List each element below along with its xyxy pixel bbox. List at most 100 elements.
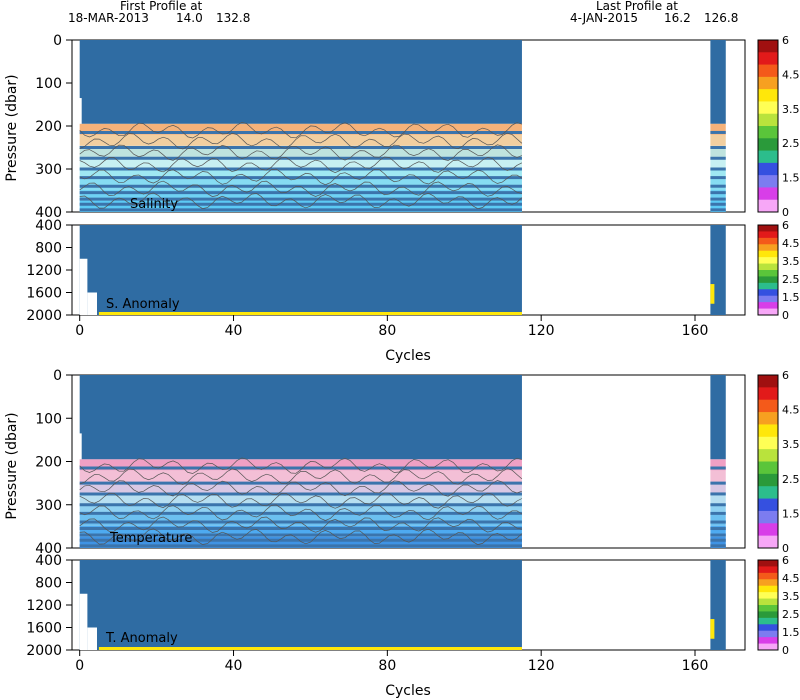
cycles-label-top: Cycles xyxy=(385,348,431,364)
y-tick-label: 0 xyxy=(53,33,62,49)
colorbar-cell-9 xyxy=(758,486,778,500)
contour-5 xyxy=(79,180,522,197)
upper-fill-1 xyxy=(710,40,726,124)
band-0-5 xyxy=(79,178,522,190)
x-tick-label: 160 xyxy=(682,658,709,674)
y-tick-label: 1600 xyxy=(26,621,62,637)
colorbar-cell-0 xyxy=(758,375,778,388)
panels: 010020030040064.53.52.51.504008001200160… xyxy=(26,33,799,674)
colorbar-tick-label: 3.5 xyxy=(782,590,800,603)
y-tick-label: 400 xyxy=(35,205,62,221)
band-0-1 xyxy=(79,134,522,146)
x-tick-label: 120 xyxy=(528,323,555,339)
colorbar-cell-12 xyxy=(758,523,778,537)
colorbar-tick-label: 2.5 xyxy=(782,273,800,286)
band-1-1 xyxy=(710,470,726,482)
temperature-upper-panel: 0 100 200 300 400 6 4.5 3.5 2.5 1.5 0 xyxy=(35,368,799,557)
colorbar-cell-2 xyxy=(758,64,778,78)
band-1-7 xyxy=(710,200,726,212)
colorbar-cell-3 xyxy=(758,579,778,587)
bottom-strip xyxy=(98,312,522,315)
band-1-2 xyxy=(710,145,726,157)
contour-4 xyxy=(79,504,523,521)
colorbar-cell-13 xyxy=(758,535,778,549)
band-0-3 xyxy=(79,492,522,504)
contour-0 xyxy=(79,457,523,474)
contour-1 xyxy=(79,468,523,485)
left-notch xyxy=(77,433,82,460)
colorbar-cell-4 xyxy=(758,250,778,258)
colorbar-cell-9 xyxy=(758,617,778,625)
colorbar-cell-4 xyxy=(758,585,778,593)
x-tick-label: 0 xyxy=(75,658,84,674)
colorbar-cell-5 xyxy=(758,257,778,265)
colorbar-cell-8 xyxy=(758,138,778,152)
band-0-1 xyxy=(79,470,522,482)
y-tick-label: 1200 xyxy=(26,598,62,614)
colorbar-tick-label: 6 xyxy=(782,369,789,382)
colorbar-cell-7 xyxy=(758,605,778,612)
colorbar-cell-10 xyxy=(758,289,778,297)
colorbar-tick-label: 0 xyxy=(782,206,789,219)
colorbar-cell-6 xyxy=(758,263,778,271)
colorbar-cell-6 xyxy=(758,598,778,606)
y-tick-label: 200 xyxy=(35,119,62,135)
colorbar-cell-3 xyxy=(758,76,778,90)
colorbar-cell-5 xyxy=(758,592,778,600)
colorbar-cell-1 xyxy=(758,387,778,401)
first-profile-date: 18-MAR-2013 xyxy=(68,11,149,25)
y-axis-label-lower: Pressure (dbar) xyxy=(4,412,20,519)
y-tick-label: 100 xyxy=(35,76,62,92)
band-0-7 xyxy=(79,536,522,548)
salinity-upper-panel: 0 100 200 300 400 6 4.5 3.5 2.5 1.5 0 xyxy=(35,33,799,221)
colorbar-cell-1 xyxy=(758,231,778,239)
y-tick-label: 300 xyxy=(35,498,62,514)
colorbar-frame xyxy=(757,374,779,549)
temperature-label: Temperature xyxy=(109,531,192,546)
y-tick-label: 400 xyxy=(35,553,62,569)
colorbar-cell-6 xyxy=(758,449,778,462)
colorbar-tick-label: 3.5 xyxy=(782,255,800,268)
band-0-7 xyxy=(79,200,522,212)
y-tick-label: 0 xyxy=(53,368,62,384)
colorbar-cell-2 xyxy=(758,399,778,413)
step-notch-2 xyxy=(87,292,97,315)
left-notch xyxy=(77,98,82,124)
y-tick-label: 800 xyxy=(35,241,62,257)
last-profile-label: Last Profile at xyxy=(596,0,678,13)
y-tick-label: 2000 xyxy=(26,643,62,659)
band-0-5 xyxy=(79,514,522,526)
band-0-2 xyxy=(79,145,522,157)
colorbar-cell-10 xyxy=(758,162,778,176)
colorbar-cell-9 xyxy=(758,282,778,290)
contour-3 xyxy=(79,156,523,173)
colorbar-cell-12 xyxy=(758,637,778,645)
colorbar-cell-4 xyxy=(758,89,778,102)
right-yellow xyxy=(710,284,715,304)
colorbar-cell-10 xyxy=(758,624,778,632)
y-axis-label-upper: Pressure (dbar) xyxy=(4,74,20,181)
colorbar-tick-label: 1.5 xyxy=(782,507,800,520)
colorbar-cell-13 xyxy=(758,308,778,316)
colorbar-cell-12 xyxy=(758,187,778,201)
upper-fill-1 xyxy=(710,375,726,460)
band-0-2 xyxy=(79,481,522,493)
band-0-4 xyxy=(79,503,522,515)
band-1-6 xyxy=(710,189,726,201)
contour-1 xyxy=(79,132,523,150)
deep-fill-0 xyxy=(79,225,522,315)
band-0-0 xyxy=(79,459,522,471)
colorbar-tick-label: 0 xyxy=(782,309,789,322)
band-0-6 xyxy=(79,525,522,537)
y-tick-label: 200 xyxy=(35,455,62,471)
contour-2 xyxy=(79,480,523,497)
contour-2 xyxy=(79,144,523,161)
colorbar-cell-1 xyxy=(758,52,778,66)
colorbar-cell-11 xyxy=(758,175,778,188)
step-notch-1 xyxy=(79,593,88,650)
temperature-anomaly-panel: 400 800 1200 1600 2000 0 40 80 120 160 6 4.5 3.5 2.5 1… xyxy=(26,553,799,674)
y-tick-label: 400 xyxy=(35,541,62,557)
colorbar-cell-8 xyxy=(758,611,778,619)
contour-6 xyxy=(79,528,523,545)
